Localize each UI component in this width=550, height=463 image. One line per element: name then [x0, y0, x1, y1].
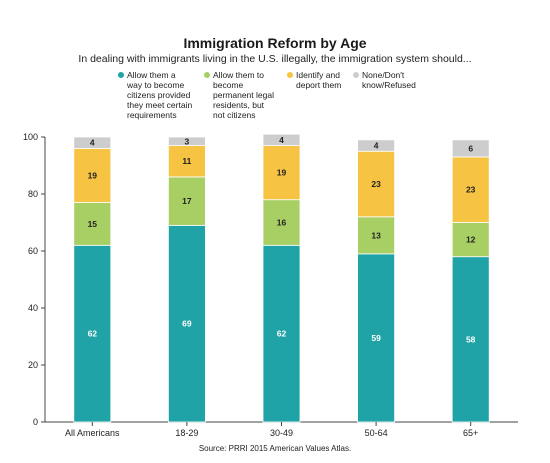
legend-swatch-residency: [204, 72, 210, 78]
x-tick-label: 18-29: [175, 428, 198, 438]
data-label: 19: [88, 170, 98, 180]
chart-legend: Allow them a way to become citizens prov…: [0, 70, 550, 130]
bar-segment: [73, 147, 112, 203]
data-label: 13: [371, 230, 381, 240]
data-label: 4: [374, 141, 379, 151]
x-tick-label: 30-49: [270, 428, 293, 438]
legend-label-residency: Allow them to become permanent legal res…: [213, 70, 274, 120]
data-label: 19: [277, 168, 287, 178]
legend-swatch-citizenship: [118, 72, 124, 78]
chart-source: Source: PRRI 2015 American Values Atlas.: [198, 444, 352, 453]
legend-label-deport: Identify and deport them: [296, 70, 342, 90]
data-label: 59: [371, 333, 381, 343]
data-label: 3: [185, 136, 190, 146]
bar-segment: [167, 136, 206, 146]
y-tick-label: 60: [28, 246, 38, 256]
data-label: 15: [88, 219, 98, 229]
y-tick-label: 80: [28, 189, 38, 199]
data-label: 69: [182, 319, 192, 329]
bar-segment: [451, 139, 490, 158]
bar-segment: [451, 256, 490, 423]
data-label: 16: [277, 218, 287, 228]
x-tick-label: 50-64: [365, 428, 388, 438]
x-tick-label: All Americans: [65, 428, 120, 438]
legend-swatch-none: [353, 72, 359, 78]
bar-segment: [262, 133, 301, 146]
data-label: 62: [88, 329, 98, 339]
chart-subtitle: In dealing with immigrants living in the…: [78, 53, 472, 65]
legend-label-citizenship: Allow them a way to become citizens prov…: [127, 70, 193, 120]
bar-segment: [262, 199, 301, 246]
y-tick-label: 20: [28, 360, 38, 370]
bar-segment: [357, 139, 396, 152]
bar-segment: [167, 224, 206, 423]
chart-title: Immigration Reform by Age: [183, 35, 367, 51]
data-label: 11: [182, 156, 191, 166]
bar-segment: [167, 145, 206, 178]
data-label: 23: [466, 185, 476, 195]
bar-segment: [357, 253, 396, 423]
x-tick-label: 65+: [463, 428, 478, 438]
y-tick-label: 100: [23, 132, 38, 142]
data-label: 4: [90, 138, 95, 148]
bar-segment: [357, 150, 396, 218]
data-label: 58: [466, 334, 476, 344]
bar-segment: [357, 216, 396, 255]
data-label: 17: [182, 196, 192, 206]
y-tick-label: 40: [28, 303, 38, 313]
data-label: 4: [279, 135, 284, 145]
y-tick-label: 0: [33, 417, 38, 427]
data-label: 12: [466, 235, 476, 245]
legend-label-none: None/Don't know/Refused: [362, 70, 416, 90]
data-label: 23: [371, 179, 381, 189]
bar-segment: [262, 145, 301, 201]
bar-segment: [73, 136, 112, 149]
legend-swatch-deport: [287, 72, 293, 78]
bar-segment: [451, 222, 490, 258]
data-label: 62: [277, 329, 287, 339]
bar-segment: [262, 244, 301, 423]
bar-segment: [451, 156, 490, 223]
data-label: 6: [468, 143, 473, 153]
